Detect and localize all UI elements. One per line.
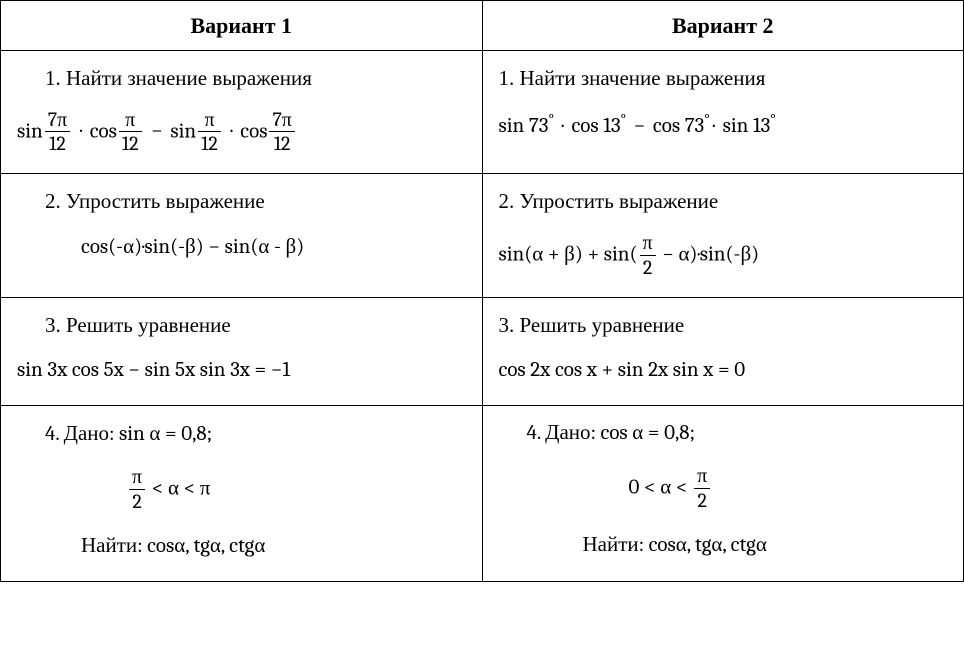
cell-v2-q4: 4. Дано: cos α = 0,8; 0 < α < π2 Найти: …: [482, 405, 964, 581]
header-variant-1: Вариант 1: [1, 1, 483, 51]
q2-v1-label: 2. Упростить выражение: [45, 186, 265, 218]
q1-v1-expr: sin7π12 · cosπ12 − sinπ12 · cos7π12: [17, 109, 466, 156]
table-row: 3. Решить уравнение sin 3x cos 5x − sin …: [1, 297, 964, 405]
q1-v1-label: 1. Найти значение выражения: [45, 63, 312, 95]
q2-v2-label: 2. Упростить выражение: [499, 186, 948, 218]
q4-v1-cond: π2 < α < π: [127, 466, 466, 513]
q1-v2-expr: sin 73° · cos 13° − cos 73°· sin 13°: [499, 109, 948, 143]
q4-v1-find: Найти: cosα, tgα, ctgα: [81, 531, 466, 563]
q2-v2-expr-prefix: sin(α + β) + sin(: [499, 242, 638, 266]
q2-v2-expr: sin(α + β) + sin(π2 − α)·sin(-β): [499, 232, 948, 279]
q2-v2-expr-suffix: − α)·sin(-β): [658, 242, 760, 266]
table-row: 2. Упростить выражение cos(-α)·sin(-β) −…: [1, 174, 964, 297]
worksheet-table: Вариант 1 Вариант 2 1. Найти значение вы…: [0, 0, 964, 582]
q4-v1-given: 4. Дано: sin α = 0,8;: [45, 419, 212, 451]
q4-v2-cond: 0 < α < π2: [629, 465, 948, 512]
q3-v2-label: 3. Решить уравнение: [499, 310, 948, 342]
q3-v2-expr: cos 2x cos x + sin 2x sin x = 0: [499, 355, 948, 387]
q4-v2-given: 4. Дано: cos α = 0,8;: [527, 418, 948, 450]
q3-v1-label: 3. Решить уравнение: [45, 310, 231, 342]
cell-v2-q2: 2. Упростить выражение sin(α + β) + sin(…: [482, 174, 964, 297]
cell-v1-q1: 1. Найти значение выражения sin7π12 · co…: [1, 51, 483, 174]
q3-v1-expr: sin 3x cos 5x − sin 5x sin 3x = −1: [17, 355, 466, 387]
table-row: 4. Дано: sin α = 0,8; π2 < α < π Найти: …: [1, 405, 964, 581]
q4-v2-find: Найти: cosα, tgα, ctgα: [583, 530, 948, 562]
cell-v1-q2: 2. Упростить выражение cos(-α)·sin(-β) −…: [1, 174, 483, 297]
header-row: Вариант 1 Вариант 2: [1, 1, 964, 51]
header-variant-2: Вариант 2: [482, 1, 964, 51]
q1-v2-label: 1. Найти значение выражения: [499, 63, 948, 95]
cell-v1-q4: 4. Дано: sin α = 0,8; π2 < α < π Найти: …: [1, 405, 483, 581]
q2-v1-expr: cos(-α)·sin(-β) − sin(α - β): [81, 232, 466, 264]
cell-v2-q1: 1. Найти значение выражения sin 73° · co…: [482, 51, 964, 174]
cell-v1-q3: 3. Решить уравнение sin 3x cos 5x − sin …: [1, 297, 483, 405]
cell-v2-q3: 3. Решить уравнение cos 2x cos x + sin 2…: [482, 297, 964, 405]
table-row: 1. Найти значение выражения sin7π12 · co…: [1, 51, 964, 174]
